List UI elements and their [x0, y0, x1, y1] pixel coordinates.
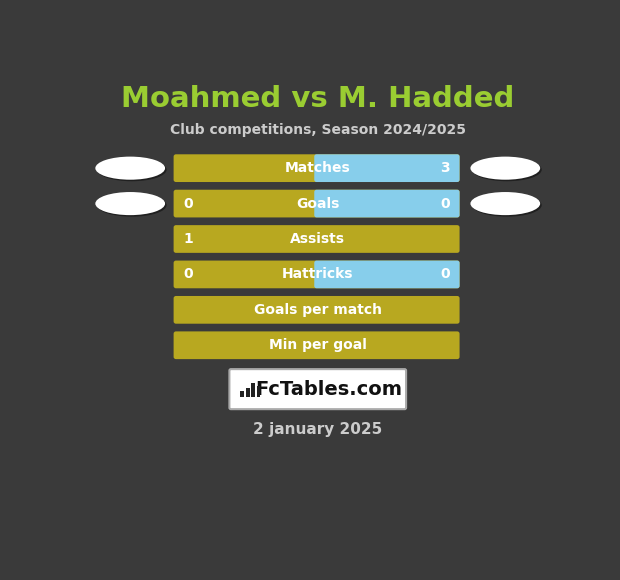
FancyBboxPatch shape	[241, 391, 244, 397]
FancyBboxPatch shape	[246, 387, 249, 397]
Ellipse shape	[97, 194, 167, 217]
Text: 3: 3	[440, 161, 450, 175]
Ellipse shape	[95, 192, 165, 215]
FancyBboxPatch shape	[251, 383, 255, 397]
FancyBboxPatch shape	[174, 296, 459, 324]
Text: 0: 0	[440, 197, 450, 211]
Ellipse shape	[471, 192, 540, 215]
Ellipse shape	[97, 158, 167, 182]
Text: 0: 0	[184, 197, 193, 211]
Text: Club competitions, Season 2024/2025: Club competitions, Season 2024/2025	[170, 122, 466, 137]
Text: Min per goal: Min per goal	[269, 338, 366, 352]
Text: 1: 1	[184, 232, 193, 246]
Ellipse shape	[95, 157, 165, 180]
Text: Matches: Matches	[285, 161, 351, 175]
Ellipse shape	[471, 157, 540, 180]
Text: FcTables.com: FcTables.com	[255, 380, 402, 398]
FancyBboxPatch shape	[174, 331, 459, 359]
FancyBboxPatch shape	[314, 154, 459, 182]
FancyBboxPatch shape	[229, 369, 406, 409]
FancyBboxPatch shape	[174, 154, 459, 182]
Text: Goals: Goals	[296, 197, 339, 211]
Text: 2 january 2025: 2 january 2025	[253, 422, 383, 437]
FancyBboxPatch shape	[174, 190, 459, 218]
FancyBboxPatch shape	[314, 190, 459, 218]
Text: 0: 0	[440, 267, 450, 281]
Ellipse shape	[472, 194, 542, 217]
Text: Assists: Assists	[290, 232, 345, 246]
FancyBboxPatch shape	[174, 260, 459, 288]
Text: 0: 0	[184, 267, 193, 281]
Text: Goals per match: Goals per match	[254, 303, 382, 317]
FancyBboxPatch shape	[257, 386, 260, 397]
FancyBboxPatch shape	[314, 260, 459, 288]
Ellipse shape	[472, 158, 542, 182]
Text: Hattricks: Hattricks	[282, 267, 353, 281]
FancyBboxPatch shape	[174, 225, 459, 253]
Text: Moahmed vs M. Hadded: Moahmed vs M. Hadded	[121, 85, 515, 113]
